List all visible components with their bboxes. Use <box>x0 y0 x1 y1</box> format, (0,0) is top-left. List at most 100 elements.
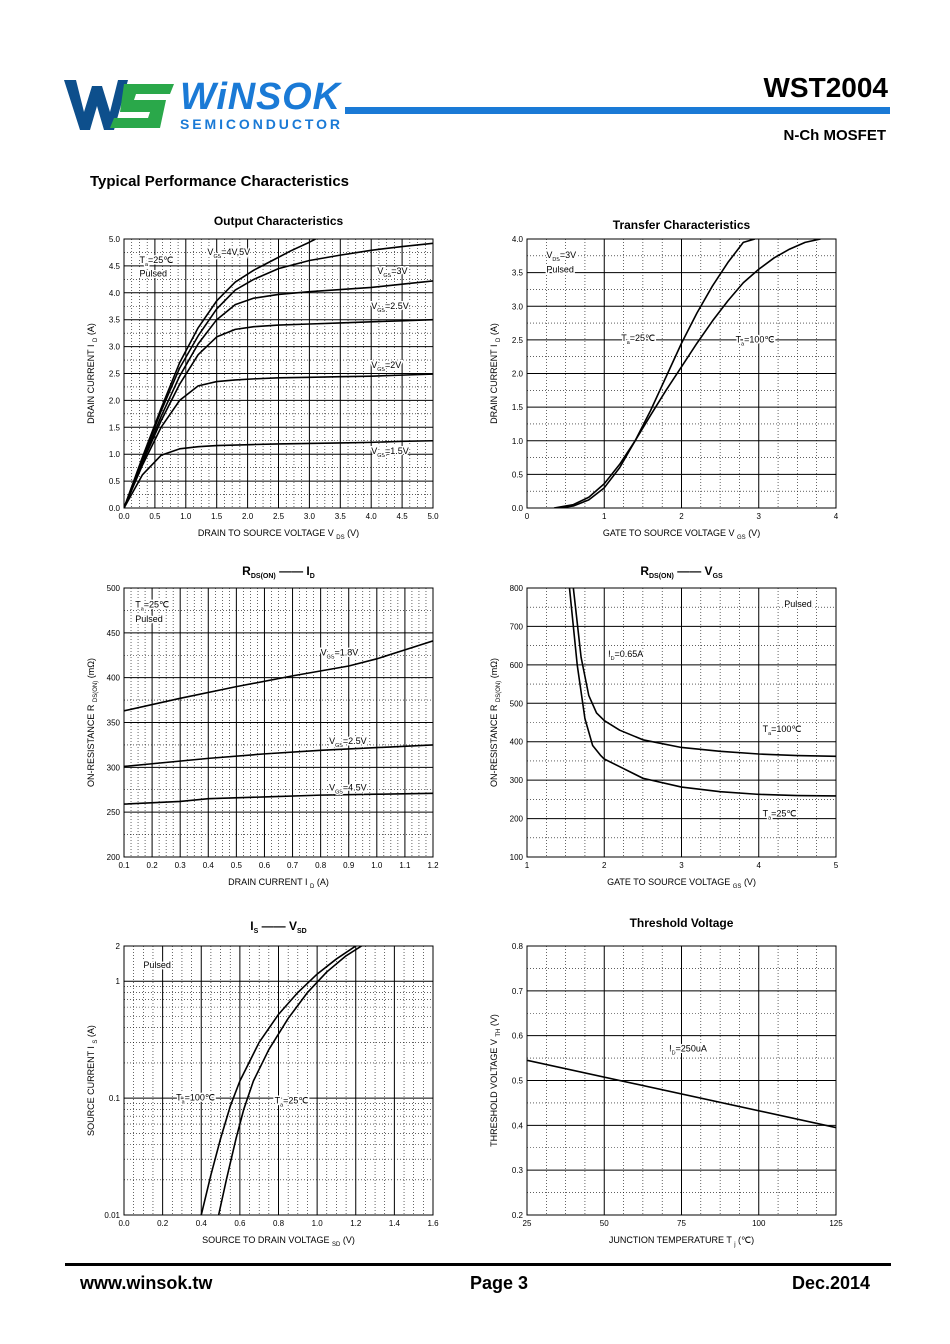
x-tick-label: 4.0 <box>366 512 378 521</box>
x-tick-label: 2.5 <box>273 512 285 521</box>
series-line <box>124 744 433 768</box>
y-tick-label: 0.5 <box>512 1077 524 1086</box>
x-tick-label: 2.0 <box>242 512 254 521</box>
annotation-label: ID=0.65A <box>608 649 643 662</box>
footer-website[interactable]: www.winsok.tw <box>80 1273 213 1293</box>
y-tick-label: 700 <box>510 622 524 631</box>
footer-line <box>65 1263 891 1266</box>
x-axis-label: JUNCTION TEMPERATURE T j (℃) <box>609 1235 754 1248</box>
x-tick-label: 0.4 <box>203 861 215 870</box>
annotation-label: Pulsed <box>784 599 812 609</box>
y-tick-label: 0.0 <box>109 504 121 513</box>
annotation-label: Ta=25℃ <box>763 809 797 822</box>
y-tick-label: 2.0 <box>512 370 524 379</box>
annotation-label: Ta=25℃ <box>275 1095 309 1108</box>
winsok-logo: WiNSOK SEMICONDUCTOR <box>64 76 343 132</box>
x-tick-label: 1.0 <box>180 512 192 521</box>
x-tick-label: 0.5 <box>149 512 161 521</box>
chart-panel-1: 0.0 0.5 1.0 1.5 2.0 2.5 3.0 3.5 4.0 4.5 5.0 0.0 0.5 1… <box>86 214 439 541</box>
y-tick-label: 350 <box>107 719 121 728</box>
y-tick-label: 2 <box>116 942 121 951</box>
x-tick-label: 0.0 <box>118 1219 130 1228</box>
y-axis-label: DRAIN CURRENT I D (A) <box>489 323 502 424</box>
series-line <box>553 239 821 508</box>
x-tick-label: 3.5 <box>335 512 347 521</box>
y-axis-label: ON-RESISTANCE R DS(ON) (mΩ) <box>489 658 502 787</box>
series-line <box>124 640 433 712</box>
x-tick-label: 0.1 <box>118 861 130 870</box>
annotation-label: Pulsed <box>143 960 171 970</box>
x-tick-label: 4 <box>834 512 839 521</box>
footer-date: Dec.2014 <box>792 1273 871 1293</box>
y-axis-label: ON-RESISTANCE R DS(ON) (mΩ) <box>86 658 99 787</box>
y-tick-label: 400 <box>107 674 121 683</box>
chart-title: RDS(ON) —— ID <box>242 564 315 580</box>
y-tick-label: 0.4 <box>512 1121 524 1130</box>
annotation-label: Ta=25℃ <box>135 600 169 613</box>
chart-title: Threshold Voltage <box>630 916 734 930</box>
part-type: N-Ch MOSFET <box>783 127 887 144</box>
y-tick-label: 2.0 <box>109 396 121 405</box>
x-tick-label: 4.5 <box>397 512 409 521</box>
annotation-label: ID=250uA <box>669 1043 707 1056</box>
y-axis-label: SOURCE CURRENT I S (A) <box>86 1025 99 1136</box>
x-tick-label: 0.0 <box>118 512 130 521</box>
x-tick-label: 0.8 <box>273 1219 285 1228</box>
series-line <box>124 439 433 508</box>
x-tick-label: 3.0 <box>304 512 316 521</box>
y-tick-label: 0.3 <box>512 1166 524 1175</box>
y-tick-label: 2.5 <box>512 336 524 345</box>
logo-w-mark <box>64 80 128 130</box>
x-tick-label: 1 <box>602 512 607 521</box>
y-tick-label: 300 <box>510 776 524 785</box>
y-tick-label: 100 <box>510 853 524 862</box>
y-tick-label: 800 <box>510 584 524 593</box>
y-tick-label: 400 <box>510 738 524 747</box>
annotation-label: VDS=3V <box>546 250 576 263</box>
x-tick-label: 2 <box>679 512 684 521</box>
y-tick-label: 2.5 <box>109 370 121 379</box>
y-tick-label: 0.6 <box>512 1032 524 1041</box>
y-tick-label: 3.0 <box>512 302 524 311</box>
y-tick-label: 1 <box>116 977 121 986</box>
chart-panel-3: 0.1 0.2 0.3 0.4 0.5 0.6 0.7 0.8 0.9 1.0 1.1 1.2 200 2… <box>86 564 439 890</box>
y-tick-label: 0.5 <box>512 470 524 479</box>
x-tick-label: 100 <box>752 1219 766 1228</box>
annotation-label: Ta=100℃ <box>176 1093 215 1106</box>
logo-s-mark <box>110 84 174 128</box>
annotation-label: Ta=25℃ <box>139 255 173 268</box>
annotation-label: Pulsed <box>546 265 574 275</box>
footer-page: Page 3 <box>470 1273 529 1293</box>
y-tick-label: 0.01 <box>104 1211 120 1220</box>
x-tick-label: 4 <box>757 861 762 870</box>
y-tick-label: 4.0 <box>109 289 121 298</box>
x-tick-label: 0.3 <box>175 861 187 870</box>
part-number: WST2004 <box>763 72 889 103</box>
y-tick-label: 5.0 <box>109 235 121 244</box>
header-bar <box>345 107 890 114</box>
x-tick-label: 3 <box>679 861 684 870</box>
x-tick-label: 25 <box>523 1219 532 1228</box>
logo-text: WiNSOK <box>180 76 343 118</box>
annotation-label: Pulsed <box>139 269 167 279</box>
annotation-label: VGS=1.8V <box>321 647 359 660</box>
annotation-label: Pulsed <box>135 614 163 624</box>
chart-panel-6: 25 50 75 100 125 0.2 0.3 0.4 0.5 0.6 0.7 0.8 ID=250u… <box>489 916 843 1248</box>
y-tick-label: 3.5 <box>109 316 121 325</box>
y-tick-label: 1.0 <box>109 450 121 459</box>
y-tick-label: 0.8 <box>512 942 524 951</box>
y-tick-label: 0.1 <box>109 1094 121 1103</box>
x-axis-label: GATE TO SOURCE VOLTAGE GS (V) <box>607 877 756 890</box>
y-tick-label: 0.0 <box>512 504 524 513</box>
series-line <box>200 946 357 1215</box>
series-line <box>572 588 836 758</box>
logo-subtext: SEMICONDUCTOR <box>180 116 340 132</box>
section-title: Typical Performance Characteristics <box>90 173 350 190</box>
x-tick-label: 1.2 <box>427 861 439 870</box>
x-tick-label: 125 <box>829 1219 843 1228</box>
x-tick-label: 0.6 <box>234 1219 246 1228</box>
y-tick-label: 4.5 <box>109 262 121 271</box>
x-axis-label: GATE TO SOURCE VOLTAGE V GS (V) <box>603 528 760 541</box>
y-tick-label: 0.7 <box>512 987 524 996</box>
